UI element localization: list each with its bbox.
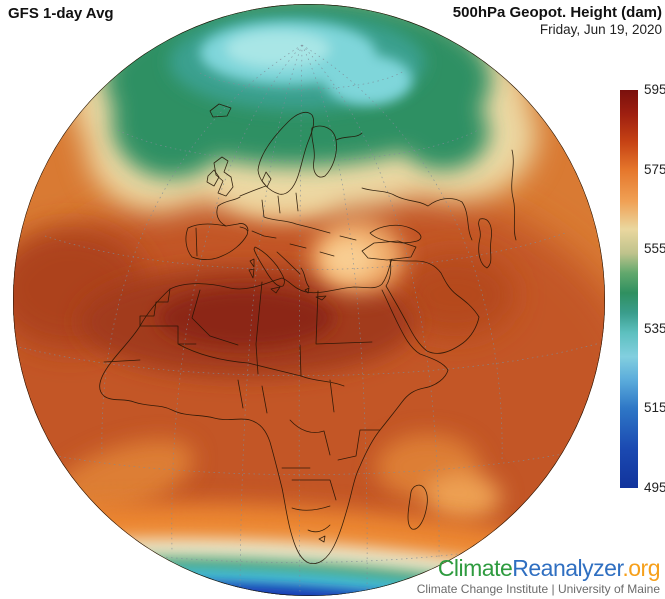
plot-date: Friday, Jun 19, 2020: [539, 22, 662, 37]
site-branding: ClimateReanalyzer.org Climate Change Ins…: [416, 555, 661, 596]
logo-org: .org: [622, 555, 660, 581]
colorbar-tick: 515: [644, 400, 665, 415]
colorbar-tick: 495: [644, 480, 665, 495]
logo-climate: Climate: [437, 555, 513, 581]
institute-tagline: Climate Change Institute | University of…: [416, 582, 660, 596]
model-label: GFS 1-day Avg: [8, 5, 114, 22]
colorbar-tick: 535: [644, 321, 665, 336]
site-logo-link[interactable]: ClimateReanalyzer.org: [417, 555, 661, 581]
colorbar: [620, 90, 638, 488]
logo-reanalyzer: Reanalyzer: [512, 555, 623, 581]
country-borders: [99, 103, 517, 565]
sahara-high-core: [158, 288, 334, 348]
colorbar-tick: 575: [644, 162, 665, 177]
arctic-low-core: [200, 21, 412, 105]
colorbar-tick: 595: [644, 82, 665, 97]
plot-header: 500hPa Geopot. Height (dam) Friday, Jun …: [453, 4, 662, 38]
graticule: [14, 44, 601, 596]
colorbar-tick: 555: [644, 241, 665, 256]
plot-title: 500hPa Geopot. Height (dam): [452, 4, 662, 21]
